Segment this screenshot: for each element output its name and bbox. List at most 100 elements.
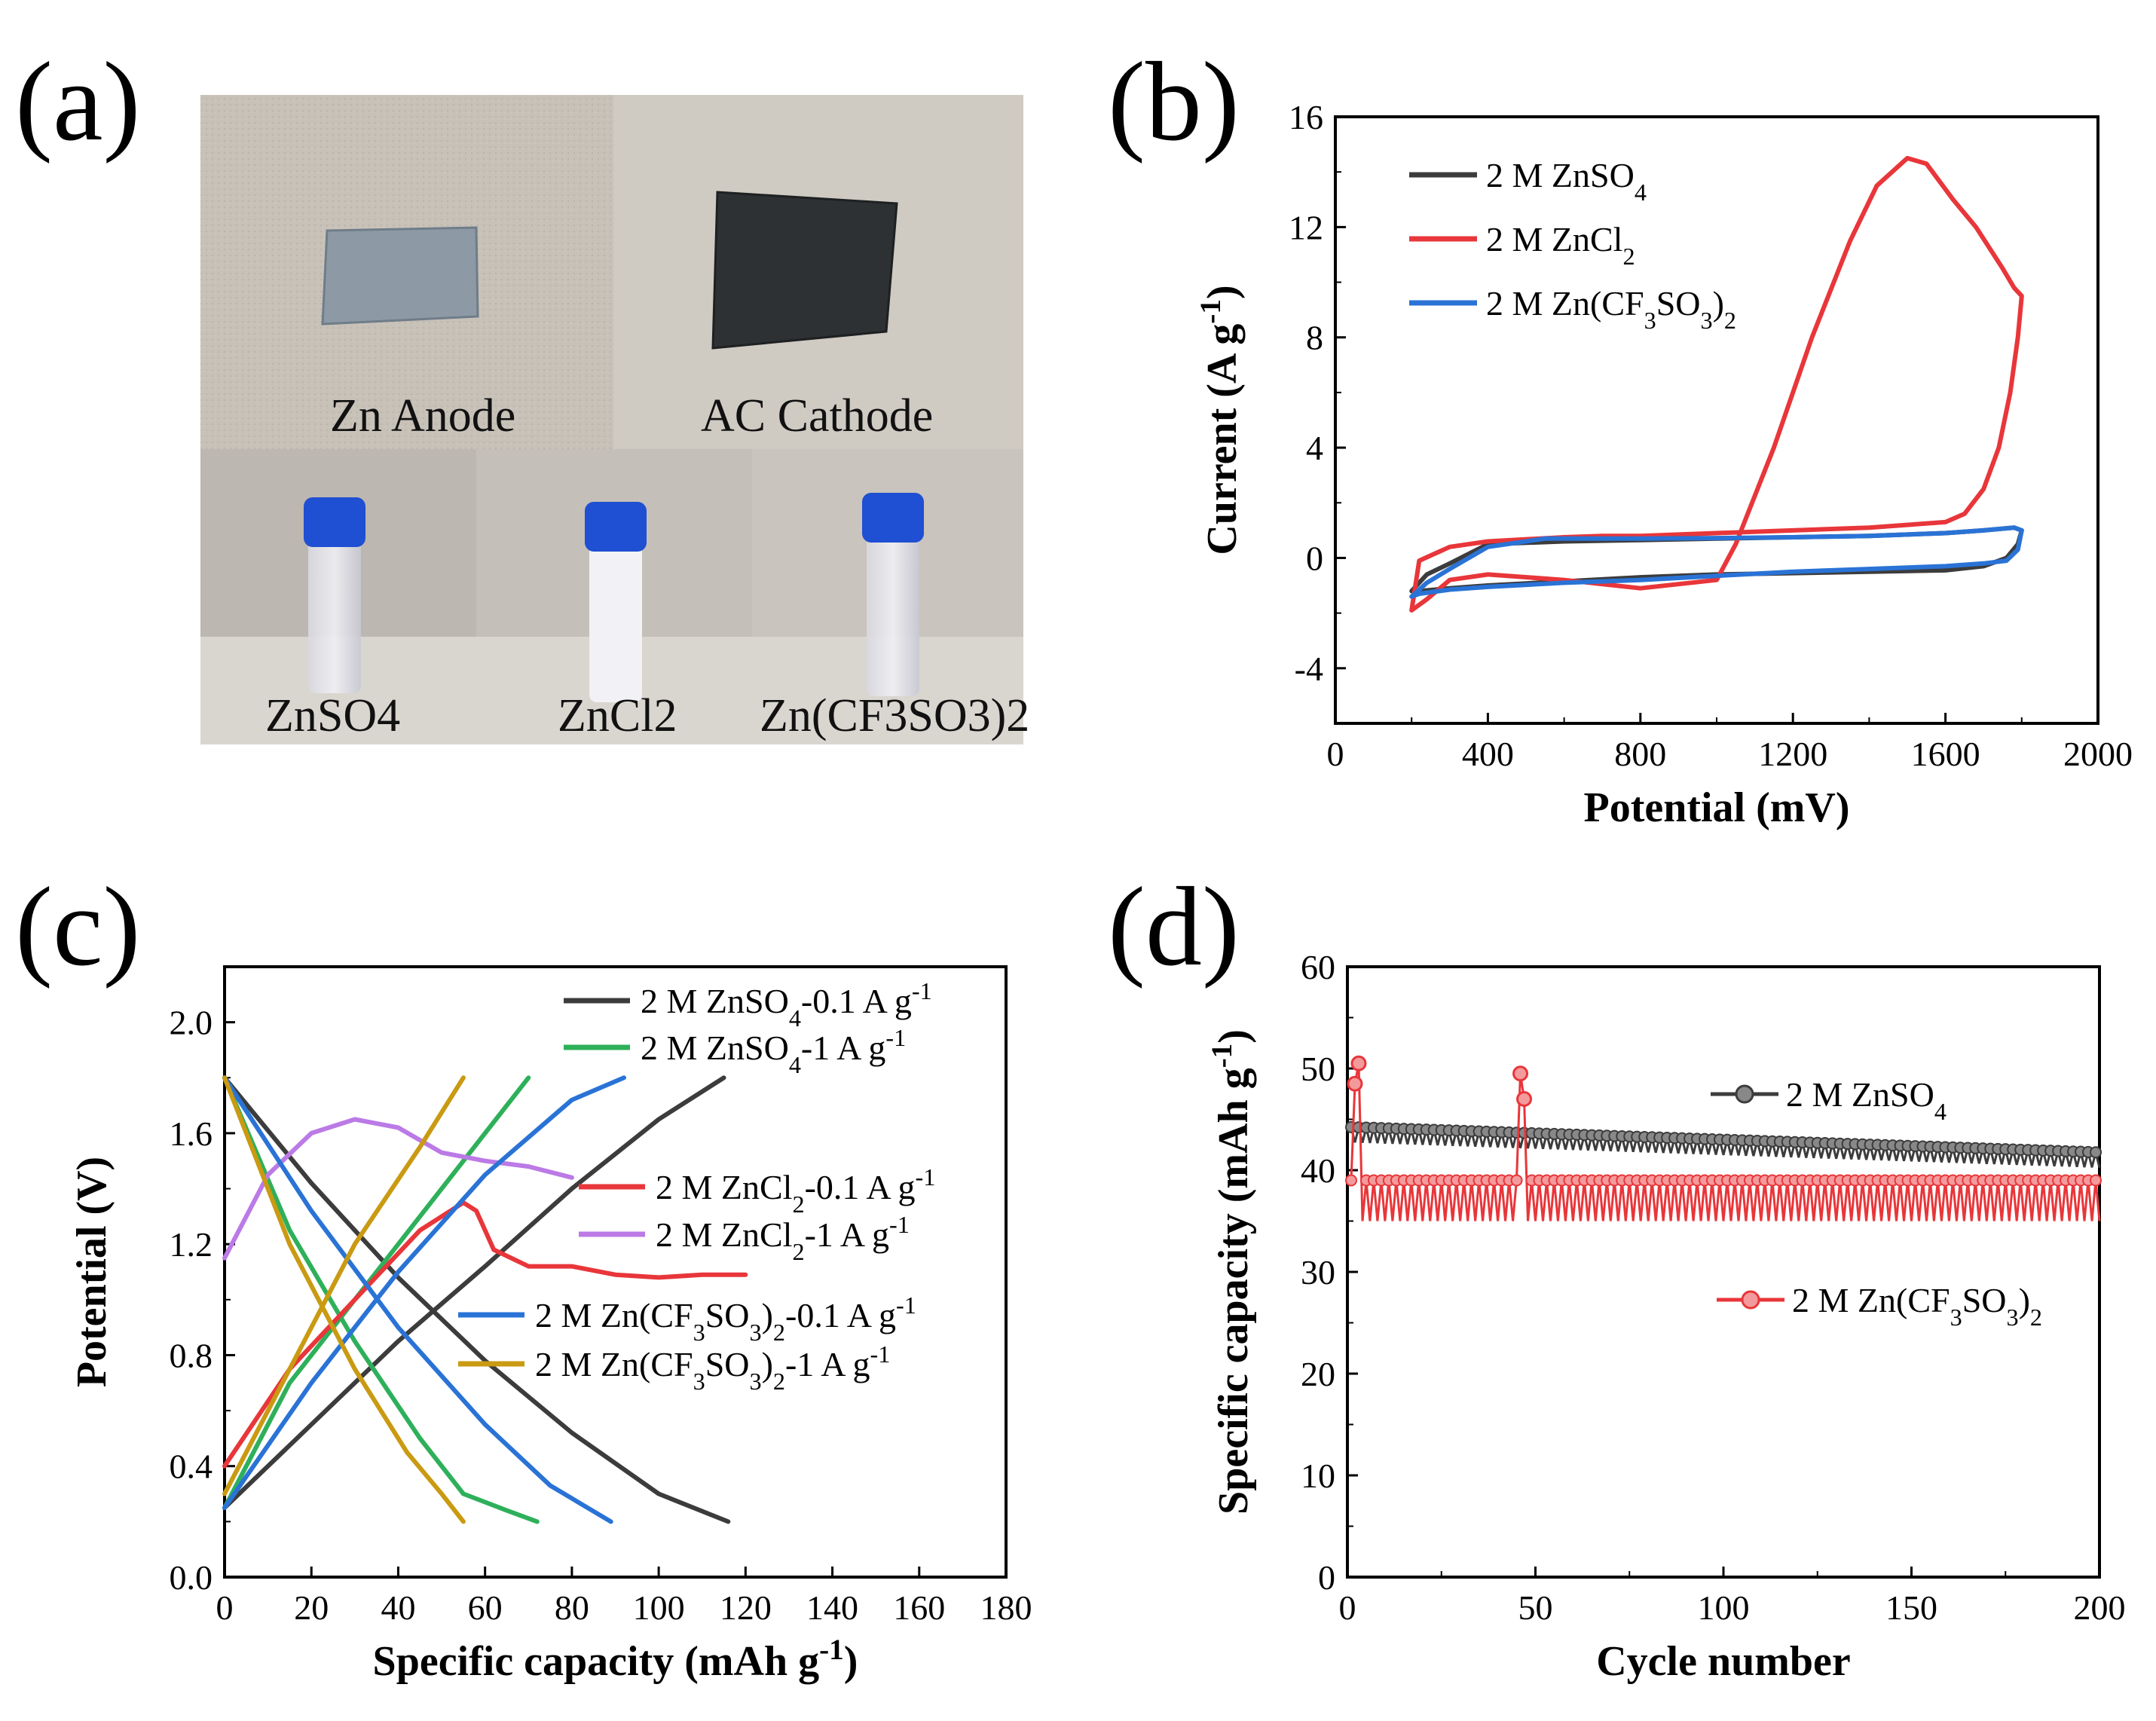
- vial-zncl2: [585, 502, 647, 702]
- vial-cap-icon: [304, 497, 365, 547]
- x-tick-label: 800: [1614, 735, 1666, 773]
- x-axis-label: Specific capacity (mAh g-1): [373, 1634, 858, 1686]
- charge-curve-5: [222, 1075, 466, 1496]
- x-tick-label: 100: [633, 1588, 685, 1627]
- x-tick-label: 400: [1462, 735, 1514, 773]
- charge-curve-0: [222, 1075, 726, 1510]
- x-tick-label: 200: [2074, 1588, 2126, 1627]
- legend-label-0: 2 M ZnSO4: [1786, 1075, 1947, 1125]
- panel-label-c: (c): [15, 864, 140, 989]
- legend-label-1: 2 M ZnCl2: [1486, 220, 1635, 270]
- legend-label-0: 2 M ZnSO4-0.1 A g-1: [641, 977, 932, 1032]
- chart-c: 0 20 40 60 80 100 120 140 160 180 0.0 0.4 0.8 1.2 1.6 2…: [69, 965, 1032, 1686]
- y-axis-label: Current (A g-1): [1194, 285, 1246, 555]
- y-tick-label: 0: [1306, 539, 1323, 577]
- y-tick-label: 40: [1301, 1151, 1335, 1190]
- y-tick-label: 0.4: [170, 1447, 213, 1486]
- znso4-point: [2090, 1146, 2102, 1159]
- y-tick-label: 2.0: [170, 1004, 213, 1042]
- legend-label-1: 2 M ZnSO4-1 A g-1: [641, 1024, 906, 1078]
- discharge-curve-1: [222, 1075, 540, 1524]
- charge-curve-1: [222, 1075, 531, 1510]
- x-tick-label: 80: [555, 1588, 589, 1627]
- x-tick-label: 150: [1885, 1588, 1937, 1627]
- zn-anode-foil: [321, 226, 479, 326]
- x-tick-label: 120: [720, 1588, 772, 1627]
- label-vial-znso4: ZnSO4: [265, 690, 400, 741]
- x-tick-label: 1200: [1758, 735, 1827, 773]
- y-axis-label: Specific capacity (mAh g-1): [1206, 1029, 1258, 1515]
- legend-label-2: 2 M ZnCl2-0.1 A g-1: [656, 1163, 935, 1218]
- x-tick-label: 160: [893, 1588, 945, 1627]
- legend-label-1: 2 M Zn(CF3SO3)2: [1792, 1281, 2042, 1331]
- panel-label-d: (d): [1108, 864, 1240, 989]
- ac-cathode-cloth: [711, 191, 898, 350]
- y-tick-label: -4: [1295, 650, 1323, 688]
- y-tick-label: 50: [1301, 1050, 1335, 1088]
- x-tick-label: 0: [1339, 1588, 1356, 1627]
- x-tick-label: 20: [294, 1588, 329, 1627]
- legend-label-4: 2 M Zn(CF3SO3)2-0.1 A g-1: [535, 1292, 916, 1346]
- charge-curve-3: [222, 1117, 574, 1261]
- x-tick-label: 50: [1518, 1588, 1553, 1627]
- y-tick-label: 60: [1301, 948, 1335, 986]
- plot-frame: [223, 965, 1008, 1579]
- discharge-curve-5: [222, 1075, 466, 1524]
- plot-frame: [1346, 965, 2101, 1579]
- x-tick-label: 100: [1698, 1588, 1750, 1627]
- photo-collage: Zn Anode AC Cathode ZnSO4 ZnCl2 Zn(CF3SO…: [200, 95, 1029, 744]
- y-tick-label: 0.0: [170, 1558, 213, 1597]
- zncf3so3-spike-point: [1516, 1091, 1533, 1107]
- label-vial-zncf3so3: Zn(CF3SO3)2: [760, 690, 1029, 741]
- zncf3so3-spike-point: [1350, 1055, 1367, 1071]
- y-tick-label: 16: [1289, 98, 1323, 136]
- cv-line-1: [1409, 155, 2024, 613]
- y-tick-label: 1.2: [170, 1225, 213, 1264]
- discharge-curve-0: [222, 1075, 731, 1524]
- vial-cap-icon: [862, 493, 924, 543]
- label-ac-cathode: AC Cathode: [701, 390, 933, 442]
- y-tick-label: 0.8: [170, 1336, 213, 1374]
- vial-znso4: [304, 497, 365, 693]
- chart-b: 0 400 800 1200 1600 2000 -4 0 4 8 12 16 Potential (m…: [1194, 98, 2133, 831]
- y-tick-label: 10: [1301, 1457, 1335, 1495]
- x-tick-label: 1600: [1911, 735, 1980, 773]
- vial-cap-icon: [585, 502, 647, 552]
- cv-line-2: [1409, 525, 2024, 599]
- charge-curve-4: [222, 1075, 626, 1510]
- y-tick-label: 8: [1306, 319, 1323, 357]
- legend-marker: [1735, 1084, 1754, 1104]
- panel-label-a: (a): [15, 39, 140, 164]
- y-tick-label: 12: [1289, 208, 1323, 246]
- x-tick-label: 60: [468, 1588, 503, 1627]
- y-tick-label: 30: [1301, 1253, 1335, 1292]
- x-axis-label: Cycle number: [1596, 1638, 1851, 1685]
- charge-curve-2: [222, 1200, 748, 1469]
- zncf3so3-point: [1344, 1174, 1357, 1187]
- x-tick-label: 180: [980, 1588, 1032, 1627]
- y-axis-label: Potential (V): [69, 1157, 115, 1387]
- zncf3so3-spike-point: [1512, 1065, 1529, 1082]
- x-tick-label: 2000: [2063, 735, 2133, 773]
- panel-label-b: (b): [1108, 39, 1240, 164]
- legend-label-0: 2 M ZnSO4: [1486, 156, 1647, 206]
- legend-label-3: 2 M ZnCl2-1 A g-1: [656, 1211, 910, 1265]
- label-vial-zncl2: ZnCl2: [558, 690, 677, 741]
- label-zn-anode: Zn Anode: [330, 390, 515, 442]
- y-tick-label: 20: [1301, 1355, 1335, 1393]
- vial-zncf3so3: [862, 493, 924, 696]
- x-axis-label: Potential (mV): [1583, 784, 1849, 831]
- x-tick-label: 0: [216, 1588, 234, 1627]
- legend-label-5: 2 M Zn(CF3SO3)2-1 A g-1: [535, 1340, 890, 1395]
- plot-frame: [1334, 115, 2099, 725]
- x-tick-label: 140: [806, 1588, 858, 1627]
- y-tick-label: 1.6: [170, 1114, 213, 1153]
- x-tick-label: 0: [1327, 735, 1344, 773]
- zncf3so3-point: [2090, 1174, 2102, 1187]
- zncf3so3-spike-point: [1347, 1075, 1363, 1092]
- zncf3so3-point: [1510, 1174, 1523, 1187]
- x-tick-label: 40: [381, 1588, 415, 1627]
- y-tick-label: 0: [1318, 1558, 1335, 1597]
- legend-label-2: 2 M Zn(CF3SO3)2: [1486, 284, 1736, 334]
